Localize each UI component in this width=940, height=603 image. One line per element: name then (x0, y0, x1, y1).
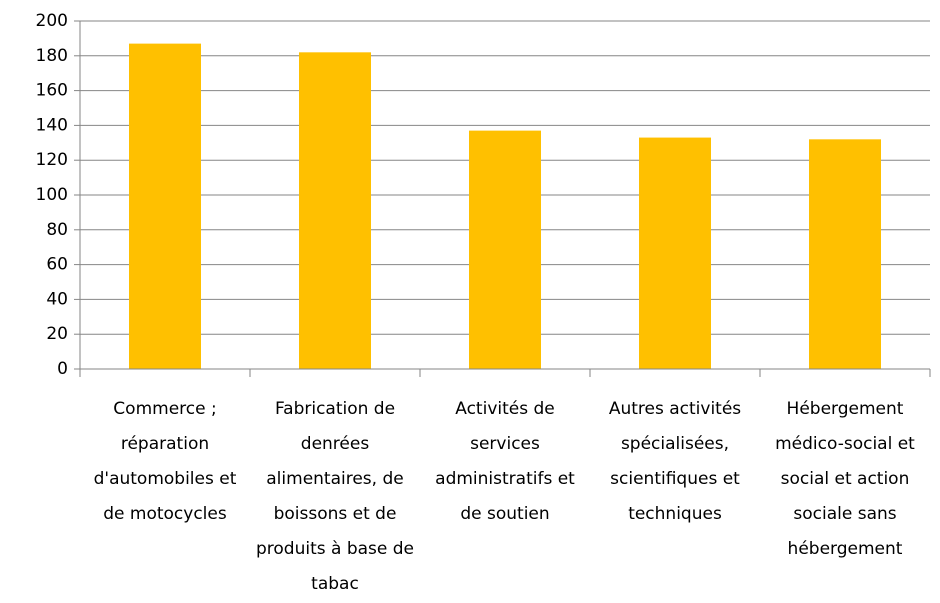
bar (129, 43, 201, 370)
bar (469, 130, 541, 369)
x-tick-label: Hébergement médico-social et social et a… (775, 399, 915, 559)
y-tick-label: 120 (36, 150, 68, 170)
y-tick-label: 20 (46, 324, 68, 344)
x-tick-label: Commerce ; réparation d'automobiles et d… (93, 399, 237, 524)
y-tick-label: 200 (36, 11, 68, 31)
y-tick-label: 0 (57, 359, 68, 379)
bar (639, 137, 711, 369)
x-tick-label: Fabrication de denrées alimentaires, de … (255, 399, 415, 594)
y-tick-label: 80 (46, 220, 68, 240)
y-tick-label: 60 (46, 255, 68, 275)
y-tick-label: 140 (36, 115, 68, 135)
y-tick-label: 100 (36, 185, 68, 205)
y-tick-label: 160 (36, 81, 68, 101)
bar (809, 139, 881, 369)
x-tick-label: Autres activités spécialisées, scientifi… (608, 399, 742, 524)
x-tick-label: Activités de services administratifs et … (435, 399, 575, 524)
bar (299, 52, 371, 369)
y-tick-label: 180 (36, 46, 68, 66)
y-tick-label: 40 (46, 289, 68, 309)
